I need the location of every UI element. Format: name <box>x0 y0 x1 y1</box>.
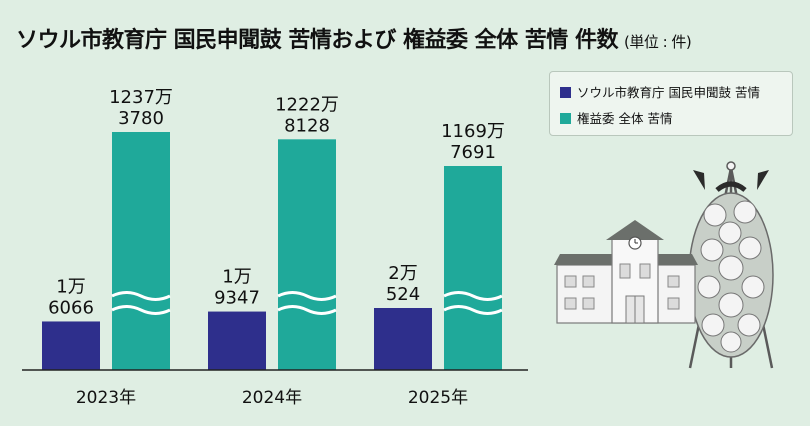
data-label-series-a-0-1: 6066 <box>48 297 94 318</box>
axis-break-mark-0-0 <box>111 291 171 301</box>
axis-break-mark-1-0 <box>277 291 337 301</box>
chart-title: ソウル市教育庁 国民申聞鼓 苦情および 権益委 全体 苦情 件数 (単位 : 件) <box>16 22 692 54</box>
data-label-series-b-2-0: 1169万 <box>441 121 505 142</box>
axis-break-mark-0-1 <box>111 305 171 315</box>
bar-series-b-1 <box>278 139 336 370</box>
data-label-series-b-1-0: 1222万 <box>275 94 339 115</box>
x-tick-label-2: 2025年 <box>408 388 468 408</box>
axis-break-mark-2-1 <box>443 305 503 315</box>
data-label-series-b-0-1: 3780 <box>118 108 164 129</box>
bar-series-a-1 <box>208 311 266 370</box>
legend: ソウル市教育庁 国民申聞鼓 苦情 権益委 全体 苦情 <box>549 71 793 136</box>
legend-item-series-b: 権益委 全体 苦情 <box>560 108 672 127</box>
data-label-series-a-1-0: 1万 <box>222 267 251 288</box>
data-label-series-a-0-0: 1万 <box>56 276 85 297</box>
legend-label-series-b: 権益委 全体 苦情 <box>577 111 673 126</box>
bar-series-a-0 <box>42 321 100 370</box>
x-tick-label-0: 2023年 <box>76 388 136 408</box>
data-label-series-a-1-1: 9347 <box>214 288 260 309</box>
legend-swatch-series-a <box>560 87 571 98</box>
bar-series-a-2 <box>374 308 432 370</box>
x-tick-label-1: 2024年 <box>242 388 302 408</box>
data-label-series-b-0-0: 1237万 <box>109 87 173 108</box>
unit-label: (単位 : 件) <box>623 33 692 51</box>
data-label-series-a-2-1: 524 <box>386 284 420 305</box>
data-label-series-b-2-1: 7691 <box>450 142 496 163</box>
chart-title-text: ソウル市教育庁 国民申聞鼓 苦情および 権益委 全体 苦情 件数 <box>16 28 618 53</box>
legend-label-series-a: ソウル市教育庁 国民申聞鼓 苦情 <box>577 85 760 100</box>
wreath-flowers <box>688 170 774 358</box>
bar-series-b-2 <box>444 166 502 370</box>
bar-series-b-0 <box>112 132 170 370</box>
legend-swatch-series-b <box>560 113 571 124</box>
axis-break-mark-1-1 <box>277 305 337 315</box>
legend-item-series-a: ソウル市教育庁 国民申聞鼓 苦情 <box>560 82 760 101</box>
axis-break-mark-2-0 <box>443 291 503 301</box>
school-building <box>554 220 698 324</box>
data-label-series-b-1-1: 8128 <box>284 115 330 136</box>
data-label-series-a-2-0: 2万 <box>388 263 417 284</box>
